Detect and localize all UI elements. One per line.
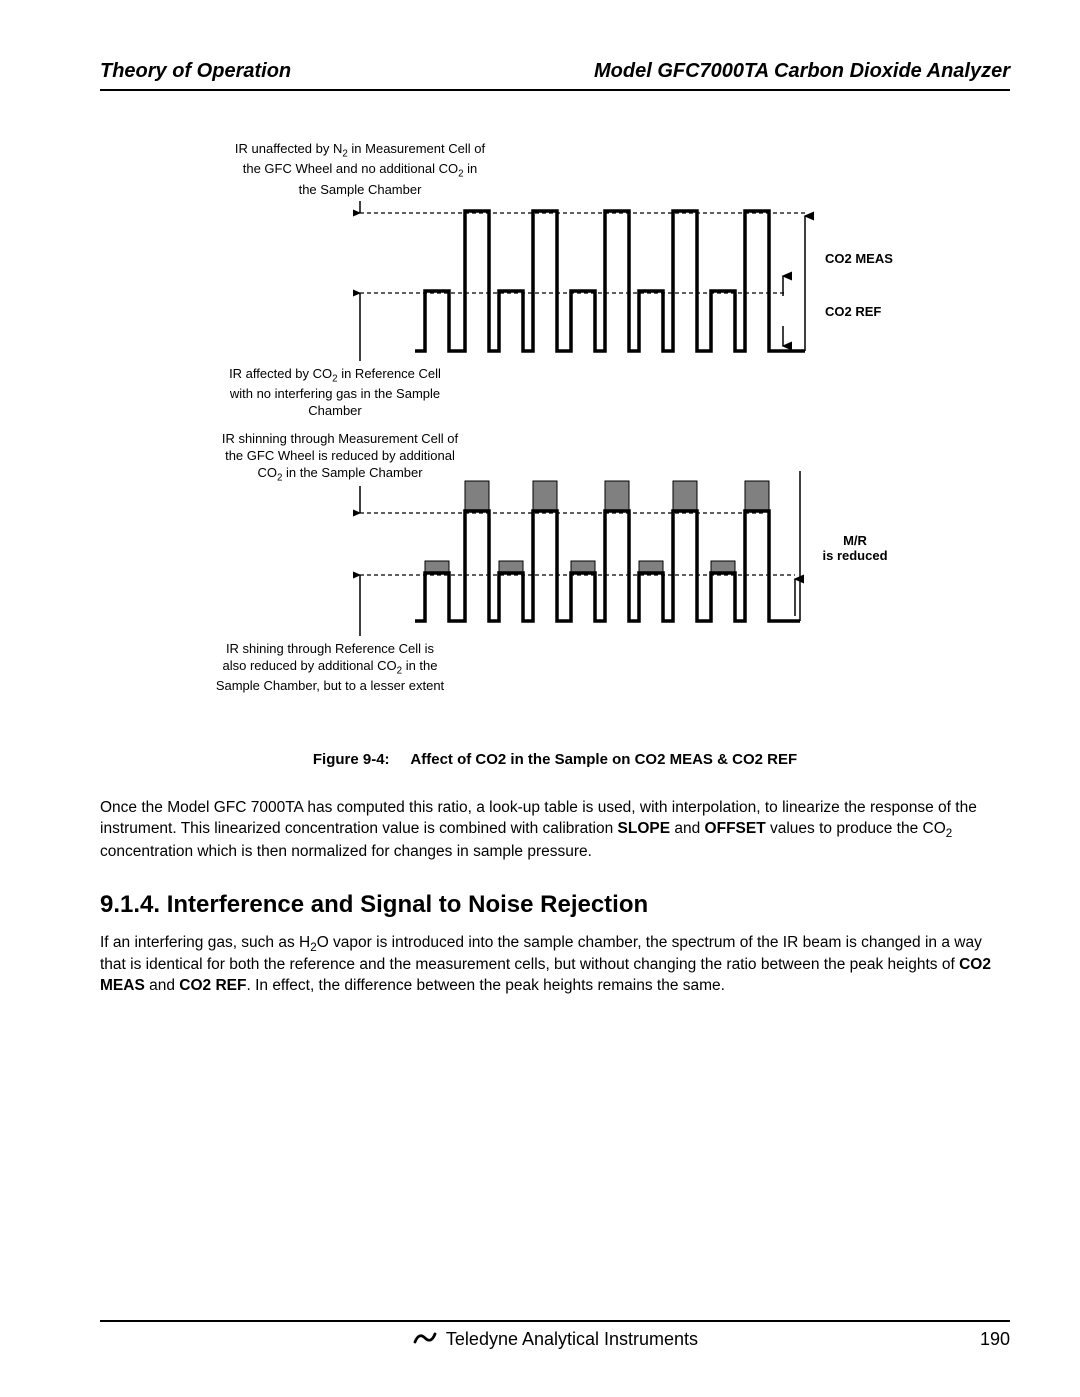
waveform-chart-1 [305, 201, 835, 361]
label-co2-meas: CO2 MEAS [825, 251, 893, 266]
paragraph-2: If an interfering gas, such as H2O vapor… [100, 933, 1010, 998]
label-mr: M/R is reduced [815, 533, 895, 563]
paragraph-1: Once the Model GFC 7000TA has computed t… [100, 798, 1010, 863]
header-right: Model GFC7000TA Carbon Dioxide Analyzer [594, 60, 1010, 83]
footer-company: Teledyne Analytical Instruments [446, 1329, 698, 1350]
figure-caption: Figure 9-4: Affect of CO2 in the Sample … [100, 751, 1010, 768]
caption-top-1: IR unaffected by N2 in Measurement Cell … [220, 141, 500, 198]
page-footer: Teledyne Analytical Instruments 190 [100, 1320, 1010, 1351]
section-heading-9-1-4: 9.1.4. Interference and Signal to Noise … [100, 891, 1010, 919]
waveform-chart-2 [305, 471, 835, 636]
caption-bottom-2: IR shining through Reference Cell is als… [195, 641, 465, 695]
page-number: 190 [950, 1329, 1010, 1350]
teledyne-logo-icon [412, 1328, 438, 1351]
figure-9-4: IR unaffected by N2 in Measurement Cell … [175, 151, 935, 721]
caption-mid-1: IR affected by CO2 in Reference Cell wit… [205, 366, 465, 420]
page-header: Theory of Operation Model GFC7000TA Carb… [100, 60, 1010, 91]
header-left: Theory of Operation [100, 60, 291, 83]
label-co2-ref: CO2 REF [825, 304, 881, 319]
